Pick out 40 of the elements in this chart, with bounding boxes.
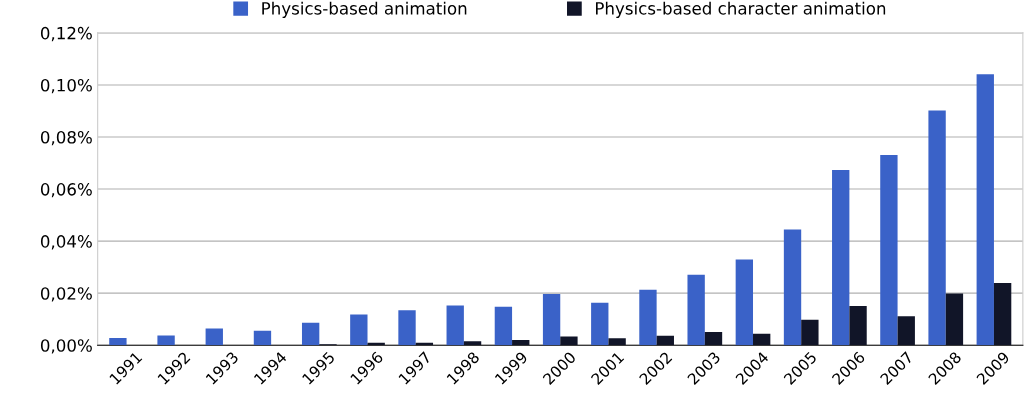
bar	[157, 335, 175, 346]
bar	[832, 170, 850, 346]
bar	[350, 314, 368, 346]
bar	[560, 336, 578, 346]
y-tick-label: 0,12%	[40, 26, 92, 42]
bar	[704, 331, 723, 346]
bar	[849, 305, 867, 346]
bar	[542, 293, 561, 346]
bar	[976, 74, 994, 346]
bar	[512, 340, 530, 346]
y-tick-label: 0,04%	[40, 235, 92, 250]
bar	[735, 259, 754, 346]
bar	[109, 337, 127, 346]
legend-label: Physics-based character animation	[596, 1, 886, 18]
bar	[897, 316, 915, 346]
legend-label: Physics-based animation	[262, 1, 467, 18]
y-tick-label: 0,08%	[40, 130, 92, 146]
bar	[463, 341, 482, 346]
bar	[993, 283, 1012, 346]
bar	[687, 274, 705, 346]
bar	[301, 322, 320, 346]
y-tick-label: 0,02%	[40, 287, 92, 302]
bar	[880, 154, 898, 346]
bar	[608, 338, 626, 346]
bar	[753, 333, 771, 346]
y-tick-label: 0,06%	[40, 183, 92, 198]
bar	[205, 328, 223, 346]
bar	[253, 330, 272, 346]
y-tick-label: 0,10%	[40, 78, 92, 94]
bar	[945, 293, 964, 346]
bar	[639, 289, 657, 346]
y-tick-label: 0,00%	[40, 339, 92, 354]
bar	[446, 305, 464, 346]
bar	[494, 306, 513, 346]
bar	[398, 310, 416, 346]
bar	[928, 110, 946, 346]
bar	[656, 335, 674, 346]
bar	[783, 229, 802, 346]
bar	[591, 302, 609, 346]
bar	[801, 319, 819, 346]
